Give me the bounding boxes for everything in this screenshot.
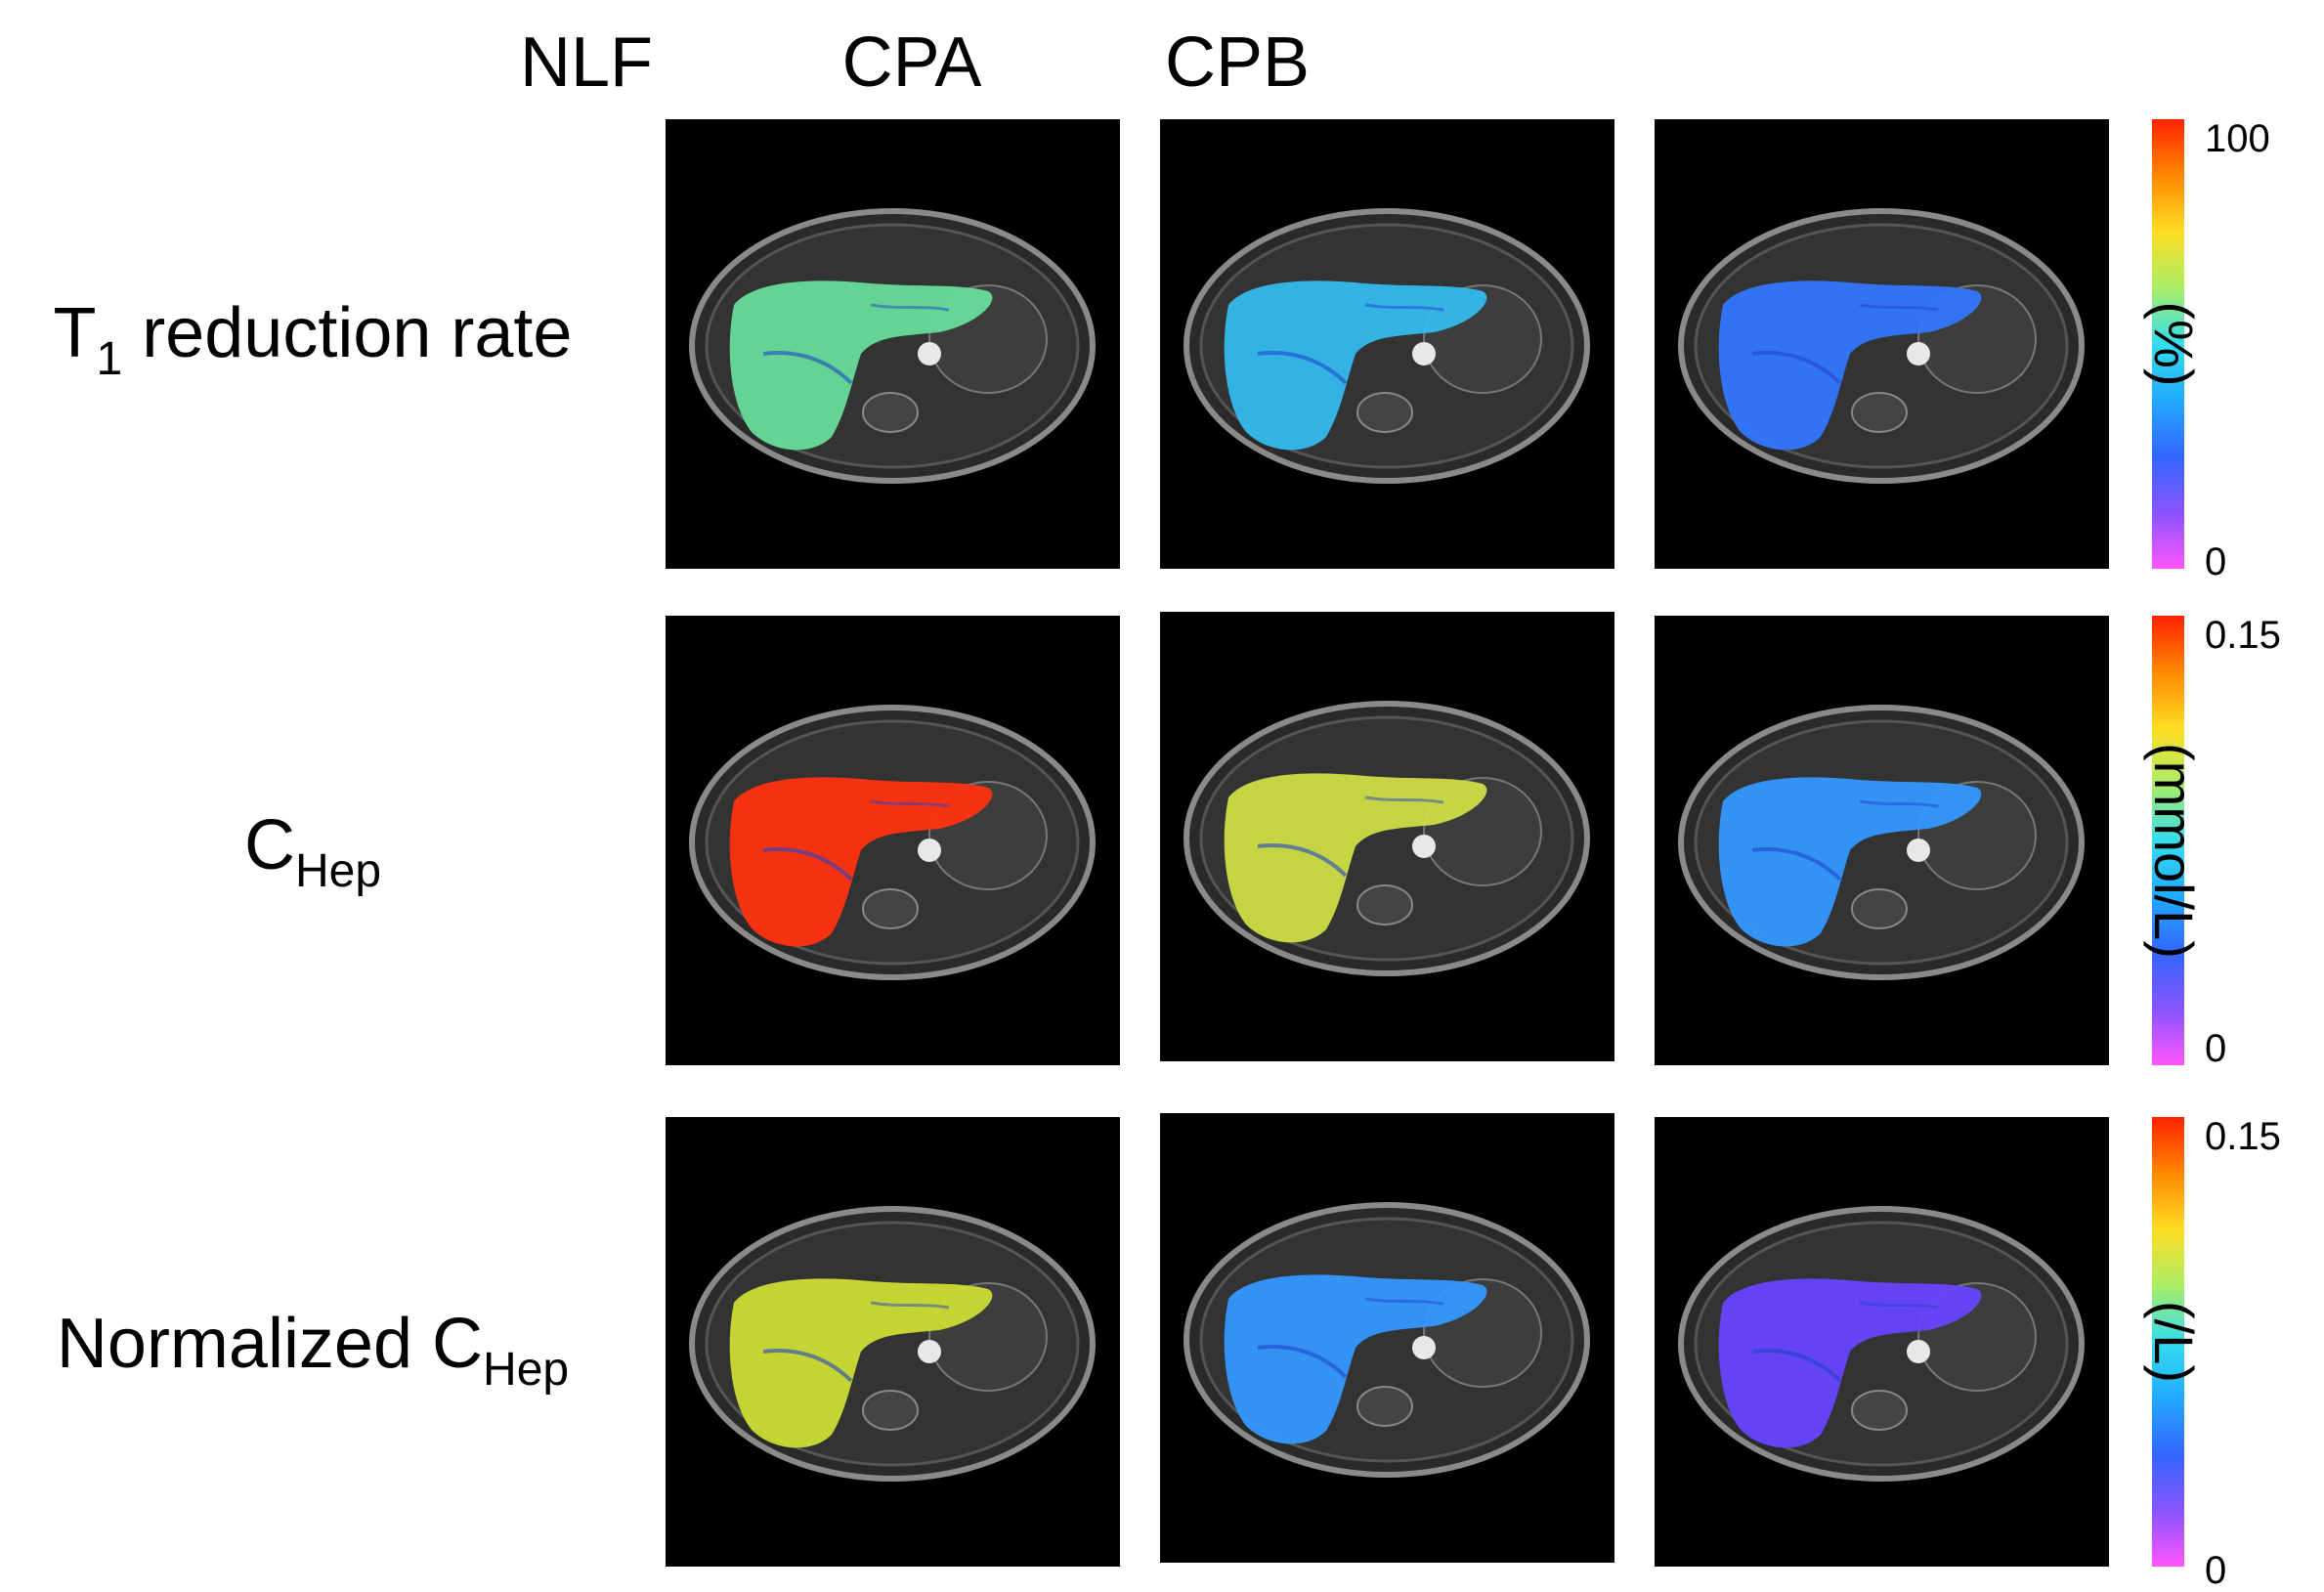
liver-overlay — [729, 777, 993, 947]
colorbar-chep-unit: (mmol/L) — [2143, 743, 2205, 959]
colorbar-normalized-unit: (/L) — [2143, 1301, 2205, 1383]
liver-overlay — [1224, 280, 1487, 451]
colorbar-chep — [2152, 616, 2184, 1065]
colorbar-chep-max: 0.15 — [2205, 614, 2281, 657]
colorbar-t1-max: 100 — [2205, 117, 2270, 160]
mri-panel-r2c2 — [1655, 1117, 2109, 1567]
mri-panel-r1c0 — [666, 616, 1120, 1065]
mri-panel-r0c2 — [1655, 119, 2109, 569]
liver-overlay — [1718, 280, 1982, 451]
colorbar-chep-min: 0 — [2205, 1027, 2227, 1070]
liver-overlay — [1224, 773, 1487, 943]
mri-panel-r1c2 — [1655, 616, 2109, 1065]
liver-overlay — [1718, 1278, 1982, 1448]
colorbar-t1 — [2152, 119, 2184, 569]
row-label-normalized-chep: Normalized CHep — [56, 1305, 570, 1396]
liver-overlay — [1718, 777, 1982, 947]
colorbar-t1-min: 0 — [2205, 540, 2227, 583]
mri-panel-r2c1 — [1160, 1113, 1614, 1563]
liver-overlay — [729, 1278, 993, 1448]
colorbar-normalized-max: 0.15 — [2205, 1115, 2281, 1158]
liver-overlay — [729, 280, 993, 451]
row-label-chep: CHep — [243, 806, 382, 897]
column-header-cpa: CPA — [841, 23, 982, 102]
colorbar-normalized-min: 0 — [2205, 1549, 2227, 1592]
column-header-nlf: NLF — [519, 23, 654, 102]
colorbar-normalized — [2152, 1117, 2184, 1567]
mri-panel-r0c1 — [1160, 119, 1614, 569]
mri-panel-r0c0 — [666, 119, 1120, 569]
mri-panel-r1c1 — [1160, 612, 1614, 1061]
row-label-t1-reduction-rate: T1 reduction rate — [53, 294, 573, 385]
column-header-cpb: CPB — [1164, 23, 1311, 102]
colorbar-t1-unit: (%) — [2143, 301, 2205, 387]
mri-panel-r2c0 — [666, 1117, 1120, 1567]
liver-overlay — [1224, 1274, 1487, 1444]
